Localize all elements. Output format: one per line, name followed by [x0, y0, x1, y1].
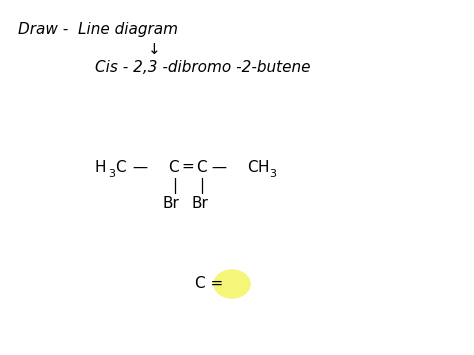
Text: C =: C = — [195, 277, 223, 291]
Text: Br: Br — [192, 197, 209, 212]
Text: |: | — [199, 178, 204, 194]
Text: C: C — [168, 160, 179, 175]
Text: 3: 3 — [269, 169, 276, 179]
Ellipse shape — [214, 270, 250, 298]
Text: —: — — [207, 160, 232, 175]
Text: C: C — [247, 160, 258, 175]
Text: 3: 3 — [108, 169, 115, 179]
Text: =: = — [181, 158, 194, 174]
Text: Cis - 2,3 -dibromo -2-butene: Cis - 2,3 -dibromo -2-butene — [95, 60, 310, 75]
Text: H: H — [95, 160, 107, 175]
Text: ↓: ↓ — [148, 42, 161, 57]
Text: —: — — [128, 160, 153, 175]
Text: |: | — [172, 178, 177, 194]
Text: H: H — [258, 160, 270, 175]
Text: Br: Br — [163, 197, 180, 212]
Text: C: C — [196, 160, 207, 175]
Text: C: C — [115, 160, 126, 175]
Text: Draw -  Line diagram: Draw - Line diagram — [18, 22, 178, 37]
